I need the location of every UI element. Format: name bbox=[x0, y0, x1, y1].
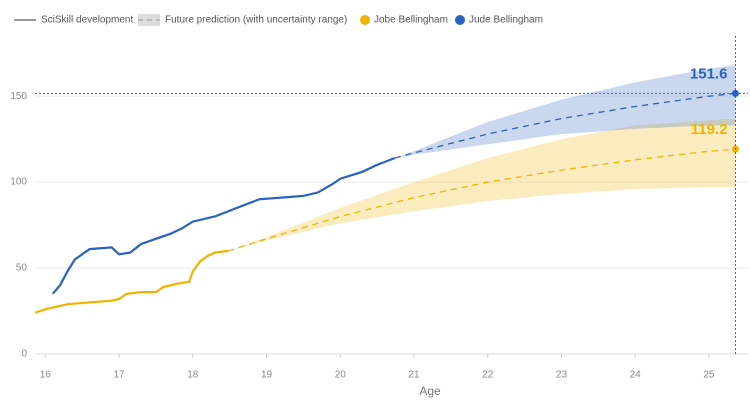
legend-label: Future prediction (with uncertainty rang… bbox=[165, 15, 347, 26]
prediction-line bbox=[228, 148, 736, 252]
value-label: 151.6 bbox=[690, 65, 728, 82]
x-tick-label: 18 bbox=[187, 370, 199, 381]
x-tick-label: 20 bbox=[335, 370, 347, 381]
x-axis-label: Age bbox=[419, 384, 441, 398]
x-tick-label: 19 bbox=[261, 370, 273, 381]
legend-label: Jude Bellingham bbox=[469, 15, 543, 26]
y-tick-label: 150 bbox=[10, 91, 27, 102]
legend-label: SciSkill development bbox=[41, 15, 133, 26]
x-tick-label: 22 bbox=[482, 370, 494, 381]
uncertainty-band bbox=[228, 118, 736, 251]
x-tick-label: 24 bbox=[630, 370, 642, 381]
x-tick-label: 25 bbox=[703, 370, 715, 381]
y-tick-label: 100 bbox=[10, 177, 27, 188]
legend-label: Jobe Bellingham bbox=[374, 15, 448, 26]
x-tick-label: 16 bbox=[40, 370, 52, 381]
uncertainty-band bbox=[394, 65, 736, 159]
prediction-line bbox=[394, 92, 736, 159]
value-label: 119.2 bbox=[691, 121, 728, 138]
x-tick-label: 23 bbox=[556, 370, 568, 381]
x-tick-label: 21 bbox=[408, 370, 420, 381]
y-tick-label: 0 bbox=[21, 349, 27, 360]
history-line bbox=[51, 156, 396, 295]
legend-marker bbox=[455, 15, 465, 25]
y-tick-label: 50 bbox=[16, 263, 28, 274]
end-point bbox=[731, 89, 739, 97]
history-line bbox=[34, 249, 229, 314]
legend-marker bbox=[360, 15, 370, 25]
x-tick-label: 17 bbox=[113, 370, 125, 381]
